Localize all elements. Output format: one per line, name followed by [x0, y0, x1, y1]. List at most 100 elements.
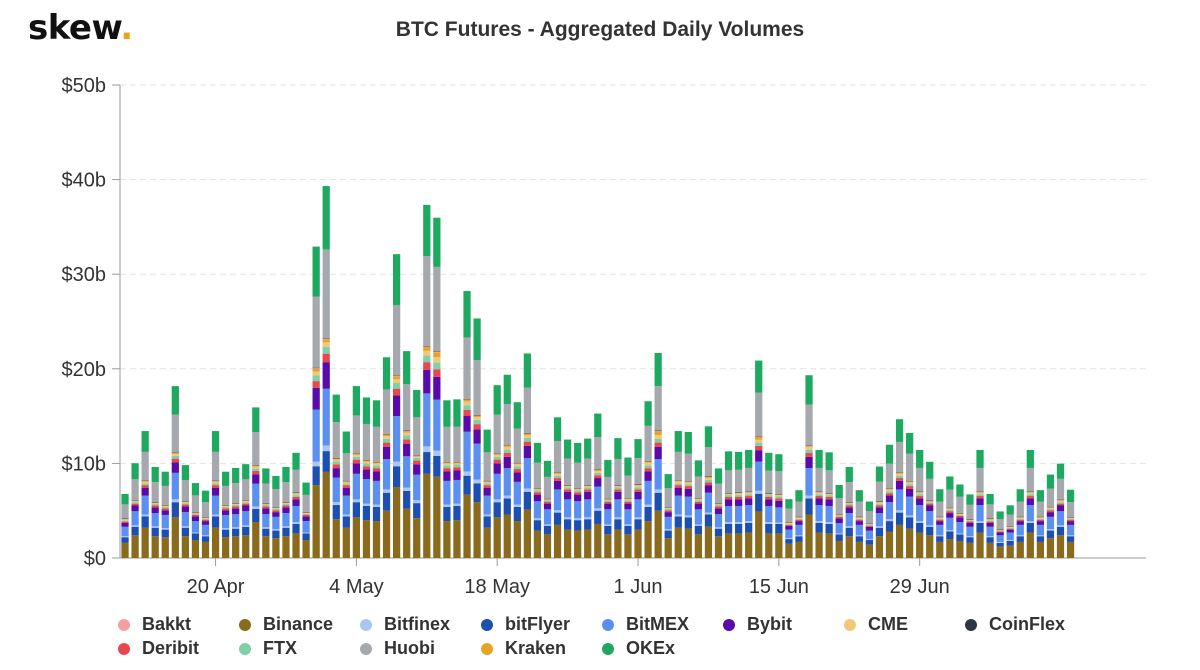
bar-segment-bybit [523, 445, 531, 459]
bar-segment-bitflyer [755, 493, 763, 512]
bar-segment-bybit [664, 512, 672, 517]
legend-swatch [360, 642, 372, 655]
bar-segment-huobi [372, 426, 381, 462]
bar-segment-bitflyer [413, 503, 421, 519]
bar-segment-kraken [775, 494, 783, 496]
bar-segment-bitfinex [755, 490, 763, 494]
bar-segment-bitmex [694, 509, 702, 525]
bar-segment-cme [161, 505, 169, 507]
bar-segment-binance [966, 542, 974, 558]
bar-segment-bitfinex [704, 512, 713, 515]
bar-segment-kraken [282, 502, 290, 504]
bar-segment-bitflyer [946, 531, 954, 540]
legend-item-bitflyer[interactable]: bitFlyer [481, 614, 570, 635]
bar-segment-bybit [1006, 529, 1014, 533]
bar-segment-ftx [574, 490, 582, 493]
bar-segment-okex [895, 419, 904, 442]
bar-segment-binance [785, 543, 793, 558]
bar-segment-bybit [704, 485, 713, 493]
bar-segment-deribit [845, 505, 853, 508]
bar-segment-deribit [574, 492, 582, 495]
legend-item-deribit[interactable]: Deribit [118, 638, 199, 659]
bar-segment-huobi [322, 249, 330, 339]
bar-segment-huobi [543, 476, 552, 499]
legend-item-huobi[interactable]: Huobi [360, 638, 435, 659]
bar-segment-kraken [342, 481, 350, 483]
bar-segment-binance [1046, 538, 1055, 558]
bar-segment-coinflex [724, 493, 733, 494]
bar-segment-huobi [906, 453, 914, 482]
bar-segment-binance [956, 540, 964, 558]
bar-segment-coinflex [372, 461, 381, 463]
bar-segment-huobi [292, 469, 300, 493]
legend-item-bitmex[interactable]: BitMEX [602, 614, 689, 635]
legend-item-bakkt[interactable]: Bakkt [118, 614, 191, 635]
bar-segment-ftx [503, 449, 511, 453]
bar-segment-cme [885, 489, 894, 492]
bar-segment-bitflyer [181, 527, 189, 537]
bar-segment-binance [191, 540, 200, 558]
bar-segment-bybit [483, 488, 491, 496]
legend-item-coinflex[interactable]: CoinFlex [965, 614, 1065, 635]
bar-segment-bitfinex [131, 525, 139, 527]
bar-segment-cme [1066, 518, 1075, 519]
bar-segment-deribit [332, 464, 340, 469]
bar-segment-ftx [362, 463, 371, 467]
bar-segment-deribit [916, 496, 924, 499]
bar-segment-cme [483, 482, 491, 484]
bar-segment-binance [755, 511, 763, 558]
legend-item-bitfinex[interactable]: Bitfinex [360, 614, 450, 635]
bar-segment-cme [382, 435, 391, 439]
bar-segment-cme [986, 519, 994, 521]
legend-label: Binance [263, 614, 334, 634]
legend-item-okex[interactable]: OKEx [602, 638, 675, 659]
bar-segment-ftx [312, 375, 320, 382]
bar-segment-deribit [503, 452, 511, 457]
bar-segment-kraken [262, 504, 270, 505]
bar-segment-kraken [121, 519, 129, 520]
bar-segment-okex [644, 401, 652, 426]
bar-segment-deribit [946, 511, 954, 514]
bar-segment-bitfinex [473, 479, 481, 484]
bar-segment-deribit [674, 485, 682, 488]
bar-segment-bitflyer [956, 534, 964, 541]
bar-segment-okex [322, 186, 330, 250]
bar-segment-okex [714, 468, 723, 484]
legend-item-cme[interactable]: CME [844, 614, 908, 635]
bar-segment-binance [1036, 541, 1044, 558]
bar-segment-coinflex [916, 491, 924, 493]
bar-segment-bitmex [211, 495, 220, 515]
bar-segment-coinflex [191, 512, 200, 513]
bar-segment-bitfinex [1026, 521, 1034, 523]
bar-segment-ftx [242, 502, 250, 504]
bar-segment-bitmex [141, 495, 149, 515]
bar-segment-bybit [151, 507, 159, 514]
bar-segment-ftx [493, 456, 501, 460]
bar-segment-bybit [644, 471, 652, 481]
bar-segment-okex [382, 357, 391, 390]
bar-segment-bybit [1046, 512, 1055, 517]
bar-segment-bitmex [986, 526, 994, 537]
bar-segment-bybit [463, 415, 471, 432]
bar-segment-okex [835, 484, 843, 499]
bar-segment-cme [564, 486, 572, 488]
bar-segment-kraken [735, 493, 743, 494]
bar-segment-ftx [614, 487, 622, 490]
bar-segment-kraken [956, 513, 964, 515]
bar-segment-deribit [272, 510, 280, 513]
legend-item-binance[interactable]: Binance [239, 614, 333, 635]
bar-segment-bitflyer [272, 530, 280, 539]
bar-segment-bitfinex [906, 515, 914, 518]
bar-segment-bitflyer [242, 526, 250, 536]
legend-item-ftx[interactable]: FTX [239, 638, 297, 659]
legend-item-kraken[interactable]: Kraken [481, 638, 566, 659]
bar-segment-cme [1056, 500, 1065, 503]
bar-segment-bitfinex [332, 502, 340, 506]
bar-segment-huobi [885, 463, 894, 489]
bar-segment-coinflex [624, 498, 632, 499]
bar-segment-bitfinex [875, 526, 884, 528]
legend-item-bybit[interactable]: Bybit [723, 614, 792, 635]
bar-segment-bybit [543, 503, 552, 510]
bar-segment-kraken [875, 502, 884, 503]
bar-segment-cme [775, 495, 783, 497]
